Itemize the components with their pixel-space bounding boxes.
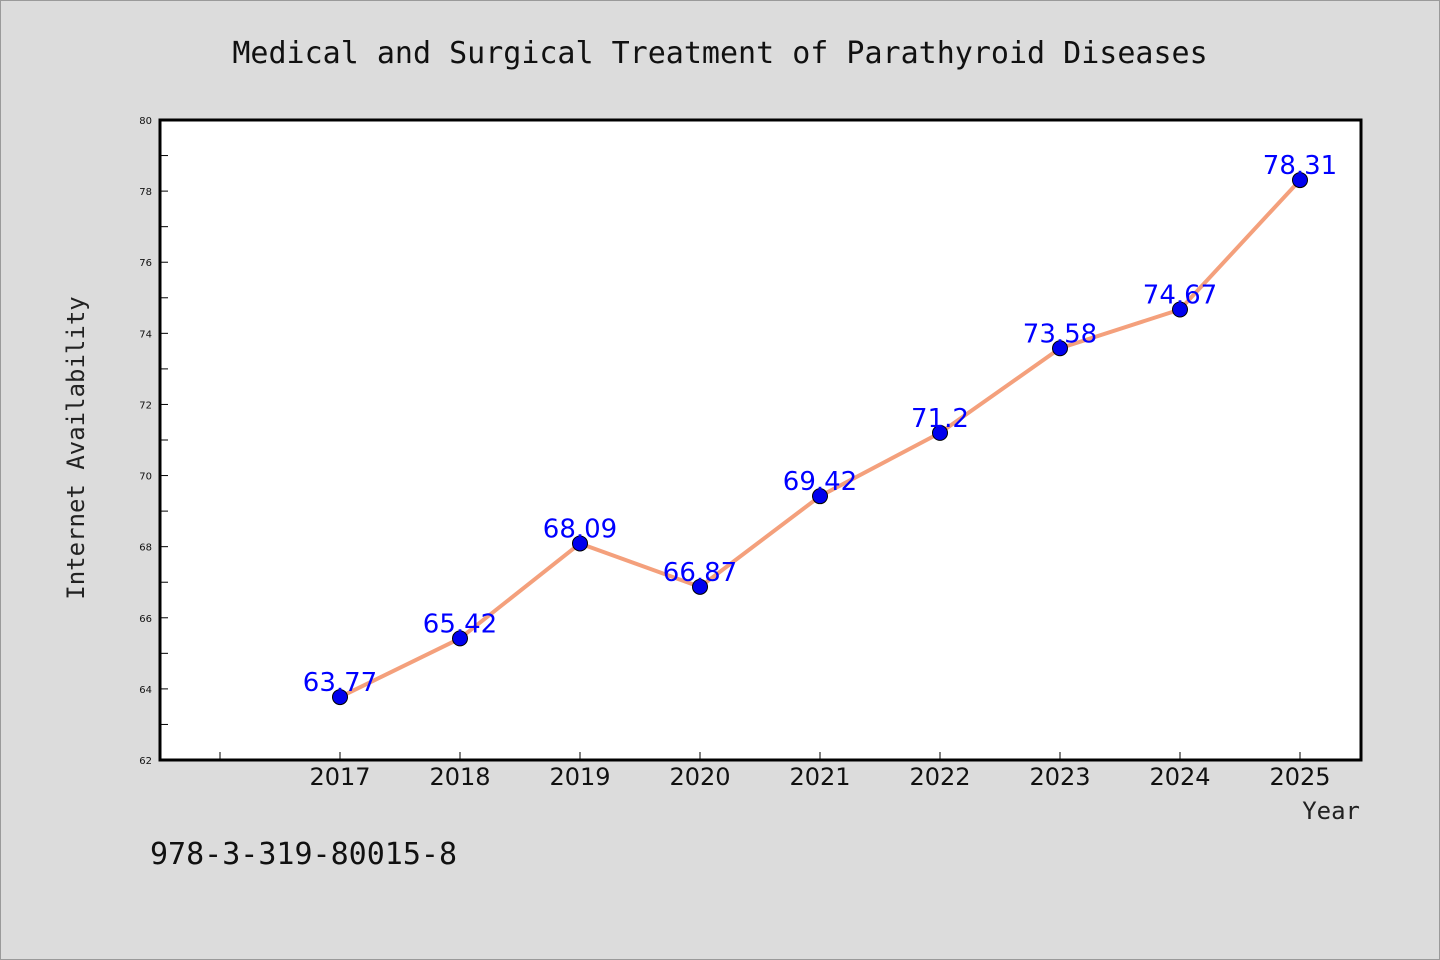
data-label: 69.42: [783, 467, 857, 497]
isbn-footer: 978-3-319-80015-8: [150, 837, 457, 872]
data-label: 68.09: [543, 514, 617, 544]
data-point-marker: [1052, 340, 1068, 357]
y-tick-label: 74: [139, 329, 152, 340]
x-tick-label: 2021: [789, 763, 850, 791]
x-axis-title: Year: [1302, 797, 1360, 825]
data-point-marker: [332, 689, 348, 706]
plot-area: [160, 120, 1361, 760]
data-label: 66.87: [663, 558, 737, 588]
y-tick-label: 62: [139, 756, 152, 767]
series-layer: [332, 172, 1308, 706]
plot-border: [158, 118, 1363, 762]
chart-title: Medical and Surgical Treatment of Parath…: [232, 36, 1207, 71]
x-tick-label: 2023: [1029, 763, 1090, 791]
y-tick-label: 72: [139, 400, 152, 411]
x-tick-label: 2025: [1269, 763, 1330, 791]
x-tick-label: 2018: [429, 763, 490, 791]
data-label: 78.31: [1263, 151, 1337, 181]
data-point-marker: [812, 488, 828, 505]
data-point-marker: [932, 424, 948, 441]
x-tick-label: 2019: [549, 763, 610, 791]
y-tick-label: 78: [139, 187, 152, 198]
x-tick-label: 2020: [669, 763, 730, 791]
data-point-marker: [1172, 301, 1188, 318]
x-tick-label: 2024: [1149, 763, 1210, 791]
y-axis-title: Internet Availability: [62, 296, 90, 599]
y-tick-label: 66: [139, 614, 152, 625]
x-axis: 2017 2018 2019 2020 2021 2022 2023 2024 2025: [219, 752, 1331, 791]
y-tick-label: 68: [139, 543, 152, 554]
y-tick-label: 64: [139, 685, 152, 696]
y-tick-label: 80: [139, 116, 152, 127]
data-label: 71.2: [911, 404, 969, 434]
data-point-marker: [572, 535, 588, 552]
data-label: 63.77: [303, 668, 377, 698]
data-labels: 63.77 65.42 68.09 66.87 69.42 71.2 73.58 74.67 7…: [303, 151, 1337, 698]
y-tick-label: 76: [139, 258, 152, 269]
x-tick-label: 2022: [909, 763, 970, 791]
y-tick-label: 70: [139, 472, 152, 483]
data-point-marker: [452, 630, 468, 647]
data-label: 65.42: [423, 609, 497, 639]
data-label: 74.67: [1143, 281, 1217, 311]
data-point-marker: [1292, 172, 1308, 189]
data-point-marker: [692, 578, 708, 595]
data-label: 73.58: [1023, 319, 1097, 349]
x-tick-label: 2017: [309, 763, 370, 791]
